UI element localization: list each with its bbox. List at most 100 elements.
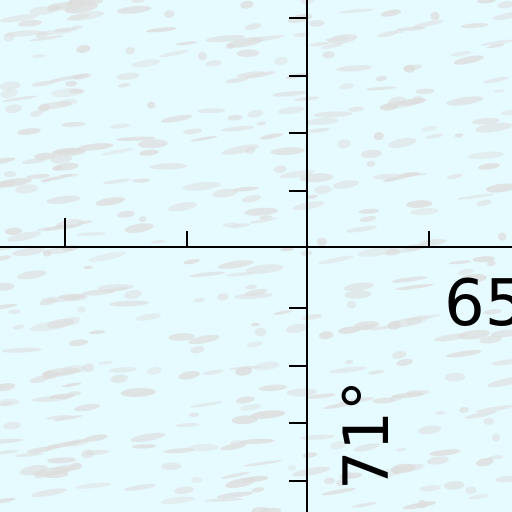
ice-patch [454, 133, 464, 138]
ice-patch [138, 216, 147, 222]
ice-patch [412, 19, 444, 28]
ice-patch [46, 415, 72, 420]
ice-patch [131, 444, 157, 449]
ice-patch [64, 3, 98, 14]
ice-patch [7, 231, 42, 242]
ice-patch [36, 226, 57, 232]
ice-patch [44, 471, 69, 479]
ice-patch [488, 455, 504, 460]
ice-patch [249, 217, 278, 224]
ice-patch [116, 5, 152, 14]
ice-patch [338, 326, 361, 334]
ice-patch [68, 11, 105, 21]
ice-patch [168, 333, 195, 341]
ice-patch [0, 401, 13, 406]
ice-patch [460, 23, 489, 29]
ice-patch [434, 411, 446, 415]
ice-patch [241, 195, 261, 203]
ice-patch [187, 444, 219, 452]
ice-patch [31, 488, 67, 498]
ice-patch [87, 0, 96, 6]
ice-patch [487, 376, 512, 388]
ice-patch [366, 426, 382, 433]
ice-patch [241, 475, 269, 483]
ice-patch [396, 26, 426, 32]
ice-patch [274, 57, 288, 65]
ice-patch [273, 165, 287, 174]
ice-patch [492, 433, 501, 442]
ice-patch [150, 240, 166, 244]
ice-patch [15, 184, 38, 194]
ice-patch [17, 19, 43, 27]
ice-patch [69, 462, 82, 471]
ice-patch [193, 297, 205, 303]
ice-patch [391, 276, 428, 283]
ice-patch [188, 334, 220, 345]
ice-patch [160, 496, 195, 505]
ice-patch [190, 135, 218, 142]
ice-patch [83, 449, 110, 456]
ice-patch [477, 0, 496, 4]
ice-patch [475, 405, 512, 413]
ice-patch [278, 106, 305, 115]
ice-patch [0, 497, 16, 505]
ice-patch [417, 425, 442, 435]
ice-patch [204, 498, 244, 502]
ice-patch [479, 335, 503, 344]
ice-patch [259, 133, 283, 140]
ice-patch [359, 216, 377, 223]
ice-patch [328, 33, 358, 45]
ice-patch [17, 270, 47, 280]
ice-patch [373, 132, 384, 140]
ice-patch [243, 460, 283, 467]
ice-patch [161, 114, 193, 123]
ice-patch [493, 89, 505, 93]
ice-patch [372, 173, 402, 180]
ice-patch [116, 72, 140, 80]
ice-patch [344, 359, 354, 365]
ice-patch [0, 177, 32, 188]
ice-patch [380, 9, 402, 17]
ice-patch [232, 186, 259, 192]
ice-patch [244, 23, 262, 30]
ice-patch [217, 293, 229, 301]
ice-patch [358, 208, 380, 214]
ice-patch [190, 401, 223, 408]
ice-patch [343, 472, 363, 479]
ice-patch [299, 173, 334, 183]
ice-patch [229, 365, 263, 370]
ice-patch [149, 163, 187, 170]
ice-patch [396, 358, 413, 366]
ice-patch [245, 284, 257, 290]
ice-patch [314, 185, 332, 195]
ice-patch [336, 478, 349, 487]
ice-patch [81, 289, 116, 296]
ice-patch [0, 81, 21, 91]
ice-patch [457, 193, 495, 200]
ice-patch [197, 108, 226, 114]
ice-patch [65, 80, 78, 87]
ice-patch [164, 10, 175, 18]
ice-patch [17, 128, 41, 135]
ice-patch [0, 383, 16, 392]
ice-patch [55, 218, 85, 229]
ice-patch [3, 32, 15, 42]
ice-patch [478, 163, 501, 170]
ice-patch [95, 197, 126, 206]
ice-patch [146, 27, 177, 33]
ice-patch [377, 30, 398, 38]
ice-patch [236, 71, 265, 78]
ice-patch [475, 122, 512, 133]
ice-patch [63, 438, 87, 446]
ice-patch [56, 99, 78, 107]
ice-patch [30, 110, 43, 117]
ice-patch [235, 396, 255, 404]
ice-patch [360, 149, 383, 158]
ice-patch [131, 59, 161, 68]
ice-patch [374, 469, 398, 478]
ice-patch [460, 273, 487, 283]
ice-patch [406, 315, 429, 325]
